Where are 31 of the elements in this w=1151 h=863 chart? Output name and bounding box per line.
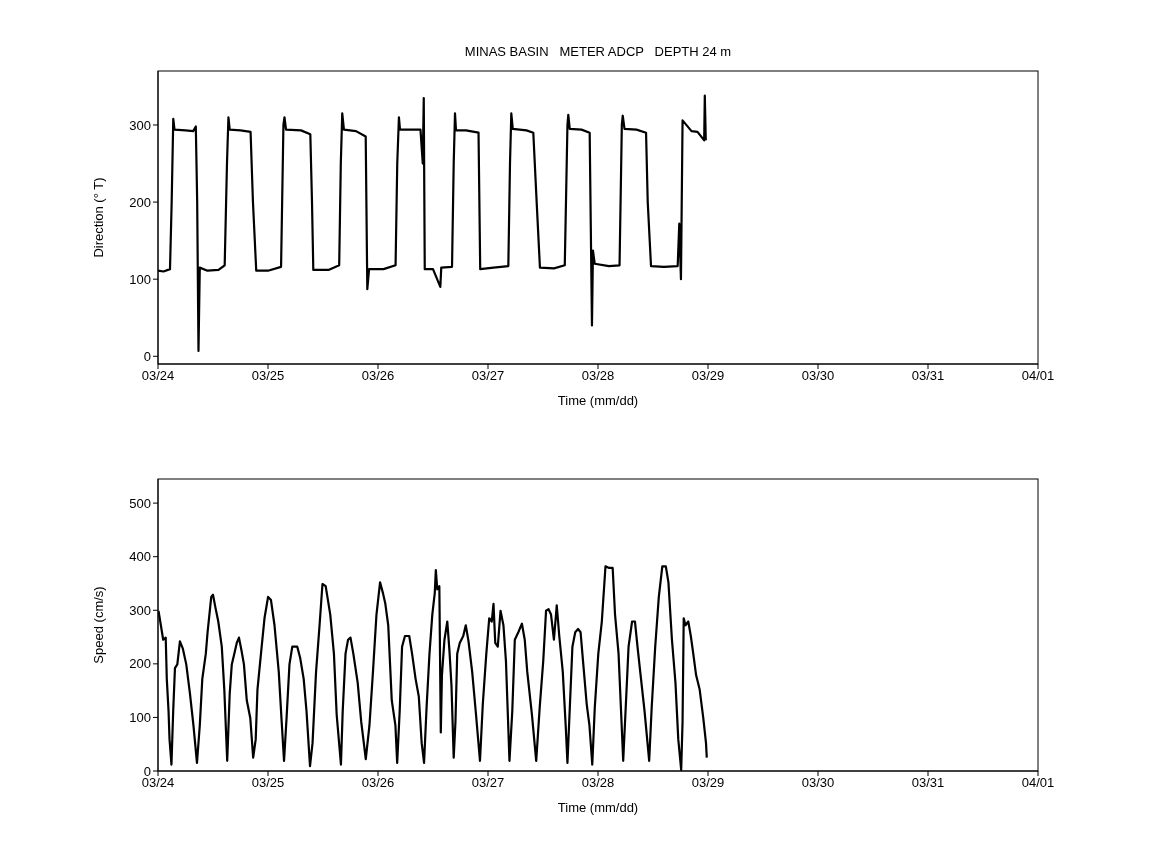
y-tick-label: 200 bbox=[129, 194, 151, 210]
y-tick-label: 100 bbox=[129, 271, 151, 287]
x-tick-label: 03/25 bbox=[251, 775, 285, 791]
x-tick-label: 03/31 bbox=[911, 775, 945, 791]
x-tick-label: 03/30 bbox=[801, 368, 835, 384]
x-tick-label: 03/27 bbox=[471, 368, 505, 384]
x-tick-label: 03/29 bbox=[691, 368, 725, 384]
x-axis-title: Time (mm/dd) bbox=[557, 393, 639, 408]
y-tick-label: 100 bbox=[129, 710, 151, 726]
x-tick-label: 04/01 bbox=[1021, 368, 1055, 384]
x-tick-label: 03/26 bbox=[361, 775, 395, 791]
chart-title: MINAS BASIN METER ADCP DEPTH 24 m bbox=[463, 44, 733, 59]
x-tick-label: 03/27 bbox=[471, 775, 505, 791]
y-tick-label: 300 bbox=[129, 117, 151, 133]
x-tick-label: 03/25 bbox=[251, 368, 285, 384]
x-tick-label: 03/28 bbox=[581, 368, 615, 384]
y-tick-label: 200 bbox=[129, 656, 151, 672]
y-tick-label: 300 bbox=[129, 602, 151, 618]
x-tick-label: 03/30 bbox=[801, 775, 835, 791]
x-tick-label: 03/31 bbox=[911, 368, 945, 384]
x-tick-label: 03/26 bbox=[361, 368, 395, 384]
x-tick-label: 03/24 bbox=[141, 368, 175, 384]
x-tick-label: 04/01 bbox=[1021, 775, 1055, 791]
y-axis-title: Direction (° T) bbox=[90, 177, 106, 258]
y-tick-label: 400 bbox=[129, 549, 151, 565]
x-tick-label: 03/28 bbox=[581, 775, 615, 791]
x-axis-title: Time (mm/dd) bbox=[557, 800, 639, 815]
y-tick-label: 0 bbox=[143, 348, 151, 364]
y-tick-label: 500 bbox=[129, 495, 151, 511]
x-tick-label: 03/29 bbox=[691, 775, 725, 791]
y-axis-title: Speed (cm/s) bbox=[90, 586, 106, 664]
